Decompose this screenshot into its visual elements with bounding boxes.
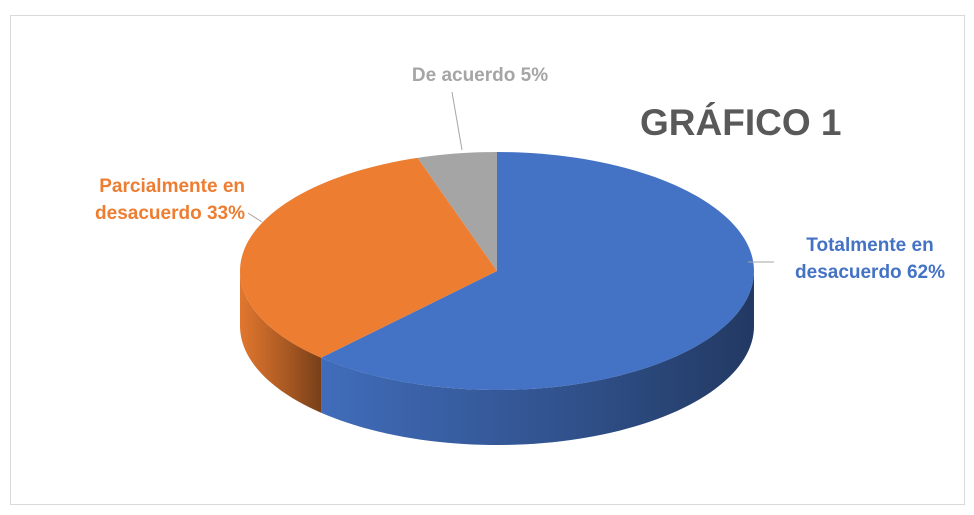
- slice: [417, 152, 497, 271]
- data-label: Totalmente en desacuerdo 62%: [775, 232, 965, 286]
- value-label: 62%: [906, 262, 945, 283]
- chart-title: GRÁFICO 1: [640, 102, 842, 143]
- data-label: Parcialmente en desacuerdo 33%: [40, 173, 245, 227]
- slice: [321, 152, 754, 390]
- slice-side-shade: [240, 271, 322, 413]
- data-label: De acuerdo 5%: [330, 62, 630, 89]
- leader-line: [451, 91, 463, 151]
- slice: [240, 157, 497, 358]
- slice-side-shade: [321, 271, 754, 445]
- value-label: 33%: [206, 203, 245, 224]
- category-label: Parcialmente en desacuerdo: [95, 176, 245, 224]
- category-label: De acuerdo: [411, 65, 516, 86]
- value-label: 5%: [520, 65, 549, 86]
- leader-line: [247, 212, 263, 223]
- category-label: Totalmente en desacuerdo: [795, 235, 934, 283]
